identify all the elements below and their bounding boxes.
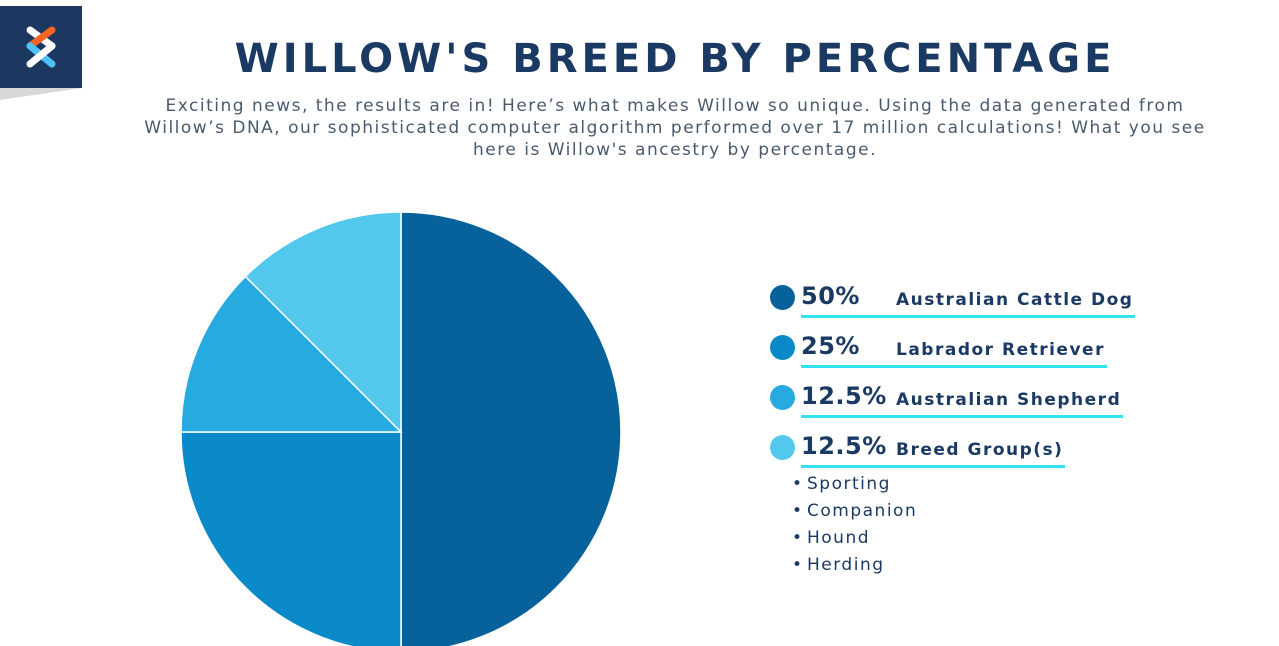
pie-chart	[180, 211, 622, 646]
list-item: • Sporting	[792, 474, 917, 501]
breed-group-label: Hound	[807, 528, 871, 548]
pie-slice-labrador-retriever	[180, 431, 402, 646]
logo-shadow	[0, 88, 82, 100]
legend-swatch	[770, 385, 795, 410]
legend-swatch	[770, 335, 795, 360]
legend-percent: 12.5%	[801, 432, 887, 460]
list-item: • Herding	[792, 555, 917, 582]
legend-label: Labrador Retriever	[896, 340, 1105, 360]
page-title: WILLOW'S BREED BY PERCENTAGE	[234, 36, 1116, 82]
legend-underline	[801, 415, 1123, 418]
pie-slice-australian-shepherd	[180, 275, 403, 433]
logo	[0, 6, 82, 88]
legend-percent: 25%	[801, 332, 860, 360]
legend-underline	[801, 465, 1065, 468]
bullet-icon: •	[792, 528, 804, 548]
breed-group-label: Sporting	[807, 474, 891, 494]
bullet-icon: •	[792, 555, 804, 575]
legend-swatch	[770, 435, 795, 460]
legend-percent: 12.5%	[801, 382, 887, 410]
legend-label: Australian Cattle Dog	[896, 290, 1134, 310]
breed-group-label: Companion	[807, 501, 918, 521]
legend-percent: 50%	[801, 282, 860, 310]
list-item: • Companion	[792, 501, 917, 528]
dna-x-logo-icon	[26, 26, 56, 68]
pie-slice-australian-cattle-dog	[400, 211, 622, 646]
legend-swatch	[770, 285, 795, 310]
bullet-icon: •	[792, 474, 804, 494]
legend-label: Breed Group(s)	[896, 440, 1064, 460]
legend-underline	[801, 315, 1135, 318]
pie-slice-breed-group-s	[244, 211, 402, 434]
legend-label: Australian Shepherd	[896, 390, 1122, 410]
breed-group-label: Herding	[807, 555, 885, 575]
breed-group-list: • Sporting • Companion • Hound • Herding	[792, 474, 917, 582]
page-subtitle: Exciting news, the results are in! Here’…	[144, 96, 1206, 160]
legend-underline	[801, 365, 1107, 368]
bullet-icon: •	[792, 501, 804, 521]
list-item: • Hound	[792, 528, 917, 555]
